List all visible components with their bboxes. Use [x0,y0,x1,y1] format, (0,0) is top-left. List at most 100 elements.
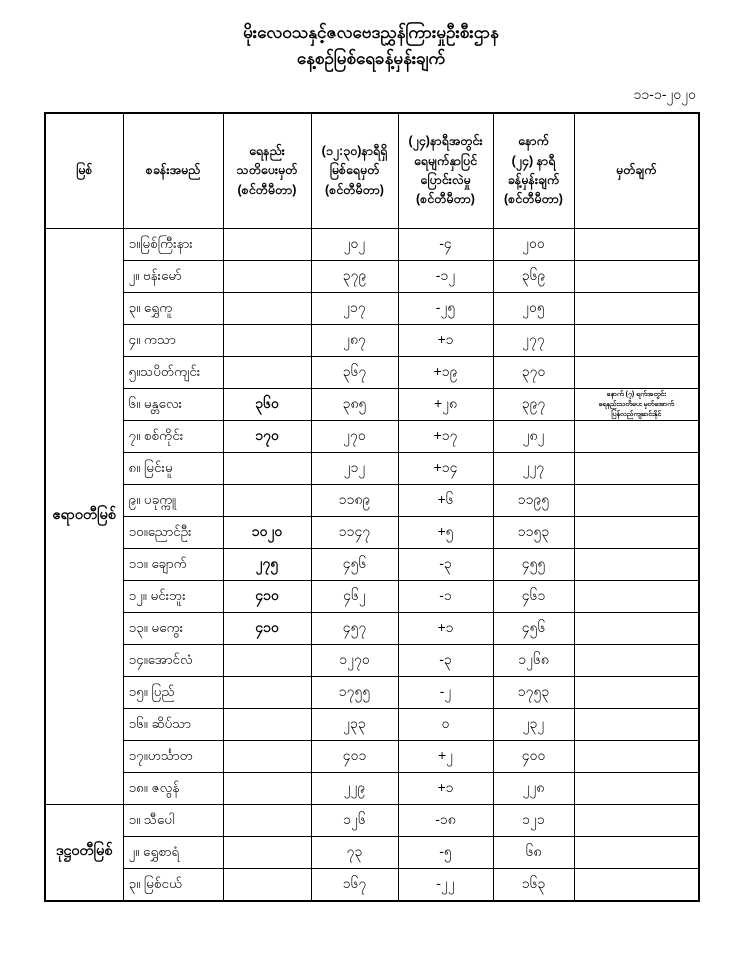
header-change: (၂၄)နာရီအတွင်း ရေမျက်နှာပြင် ပြောင်းလဲမှ… [397,112,494,229]
level-cell: ၂၈၇ [310,324,399,357]
table-row: ၆။ မန္တလေး ၃၆၀ ၃၈၅ +၂၈ ၃၉၇ နောက် (၇) ရက်အတွင်… [45,387,700,422]
warning-cell [222,804,312,838]
station-cell: ၇။ စစ်ကိုင်း [122,420,224,454]
table-row: ဒုဋ္ဌဝတီမြစ် ၁။ သီပေါ ၁၂၆ -၁၈ ၁၂၁ [44,804,700,902]
warning-cell: ၃၆၀ [222,387,312,422]
report-date: ၁၁-၁-၂၀၂၀ [633,86,696,102]
station-cell: ၁၃။ မကွေး [122,612,224,646]
station-cell: ၂။ ရွှေစာရံ [122,836,224,870]
level-cell: ၃၇၉ [310,260,399,293]
warning-cell [222,292,312,325]
table-row: ဧရာဝတီမြစ် ၁။မြစ်ကြီးနား ၂၀၂ -၄ ၂၀၀ [44,227,700,806]
remark-cell [573,324,700,357]
level-cell: ၁၆၇ [310,868,399,902]
level-cell: ၂၂၉ [310,772,399,806]
change-cell: +၂၈ [397,387,494,422]
change-cell: +၆ [397,484,494,518]
title-line-1: မိုးလေဝသနှင့်ဇလဗေဒညွှန်ကြားမှုဦးစီးဌာန [243,23,499,42]
warning-cell [222,452,312,486]
forecast-cell: ၃၆၉ [492,260,575,293]
table-row: ၁၄။အောင်လံ ၁၂၇၀ -၃ ၁၂၆၈ [45,644,700,678]
forecast-cell: ၁၆၃ [492,868,575,902]
change-cell: -၅ [397,836,494,870]
level-cell: ၄၆၂ [310,580,399,614]
change-cell: +၅ [397,516,494,550]
warning-cell [222,676,312,710]
level-cell: ၂၀၂ [310,228,399,261]
remark-cell [573,612,700,646]
change-cell: -၄ [397,228,494,261]
forecast-cell: ၄၅၅ [492,548,575,582]
table-row: ၃။ မြစ်ငယ် ၁၆၇ -၂၂ ၁၆၃ [45,868,700,902]
remark-cell [573,804,700,838]
change-cell: ၀ [397,708,494,742]
station-cell: ၁၀။ညောင်ဦး [122,516,224,550]
level-cell: ၄၅၆ [310,548,399,582]
forecast-cell: ၁၂၁ [492,804,575,838]
forecast-cell: ၂၂၇ [492,452,575,486]
level-cell: ၁၂၆ [310,804,399,838]
change-cell: +၁၇ [397,420,494,454]
forecast-cell: ၂၇၇ [492,324,575,357]
forecast-cell: ၄၅၆ [492,612,575,646]
header-water-level: (၁၂:၃၀)နာရီရှိ မြစ်ရေမှတ် (စင်တီမီတာ) [310,112,399,229]
remark-cell [573,292,700,325]
station-cell: ၃။ မြစ်ငယ် [122,868,224,902]
change-cell: +၁ [397,772,494,806]
remark-cell [573,644,700,678]
remark-cell [573,484,700,518]
station-cell: ၆။ မန္တလေး [122,387,224,422]
table-row: ၁၂။ မင်းဘူး ၄၁၀ ၄၆၂ -၁ ၄၆၁ [45,580,700,614]
change-cell: -၁ [397,580,494,614]
table-row: ၂။ ဗန်းမော် ၃၇၉ -၁၂ ၃၆၉ [45,260,700,293]
change-cell: +၁၄ [397,452,494,486]
remark-cell [573,356,700,389]
table-row: ၁၁။ ချောက် ၂၇၅ ၄၅၆ -၃ ၄၅၅ [45,548,700,582]
daily-river-forecast-table: မြစ် စခန်းအမည် ရေနည်း သတိပေးမှတ် (စင်တီမ… [44,112,700,903]
warning-cell: ၂၇၅ [222,548,312,582]
level-cell: ၇၃ [310,836,399,870]
river-group-label: ဒုဋ္ဌဝတီမြစ် [44,804,124,902]
change-cell: -၂၂ [397,868,494,902]
warning-cell: ၄၁၀ [222,612,312,646]
change-cell: -၂ [397,676,494,710]
remark-cell [573,260,700,293]
table-row: ၁၀။ညောင်ဦး ၁၀၂၀ ၁၁၄၇ +၅ ၁၁၅၃ [45,516,700,550]
change-cell: +၁ [397,324,494,357]
table-row: ၁၈။ ဇလွန် ၂၂၉ +၁ ၂၂၈ [45,772,700,806]
station-cell: ၈။ မြင်းမူ [122,452,224,486]
station-cell: ၁။မြစ်ကြီးနား [122,228,224,261]
warning-cell: ၁၀၂၀ [222,516,312,550]
warning-cell [222,708,312,742]
level-cell: ၄၅၇ [310,612,399,646]
warning-cell [222,644,312,678]
warning-cell [222,260,312,293]
document-title: မိုးလေဝသနှင့်ဇလဗေဒညွှန်ကြားမှုဦးစီးဌာန န… [0,0,742,71]
warning-cell [222,228,312,261]
change-cell: -၁၈ [397,804,494,838]
header-row: မြစ် စခန်းအမည် ရေနည်း သတိပေးမှတ် (စင်တီမ… [44,112,700,229]
forecast-cell: ၆၈ [492,836,575,870]
header-remark: မှတ်ချက် [573,112,700,229]
remark-cell [573,548,700,582]
level-cell: ၁၇၅၅ [310,676,399,710]
forecast-cell: ၂၀၅ [492,292,575,325]
station-cell: ၁။ သီပေါ [122,804,224,838]
forecast-cell: ၂၃၂ [492,708,575,742]
warning-cell [222,868,312,902]
forecast-cell: ၁၂၆၈ [492,644,575,678]
remark-cell: နောက် (၇) ရက်အတွင်း ရေနည်းသတိပေး မှတ်အော… [573,387,700,422]
header-river: မြစ် [44,112,124,229]
table-row: ၉။ ပခုက္ကူ ၁၁၈၉ +၆ ၁၁၉၅ [45,484,700,518]
forecast-cell: ၃၉၇ [492,387,575,422]
station-cell: ၁၁။ ချောက် [122,548,224,582]
station-cell: ၁၅။ ပြည် [122,676,224,710]
remark-cell [573,772,700,806]
level-cell: ၃၈၅ [310,387,399,422]
change-cell: -၁၂ [397,260,494,293]
table-row: ၁၃။ မကွေး ၄၁၀ ၄၅၇ +၁ ၄၅၆ [45,612,700,646]
change-cell: +၂ [397,740,494,774]
header-station: စခန်းအမည် [122,112,224,229]
station-cell: ၁၆။ ဆိပ်သာ [122,708,224,742]
